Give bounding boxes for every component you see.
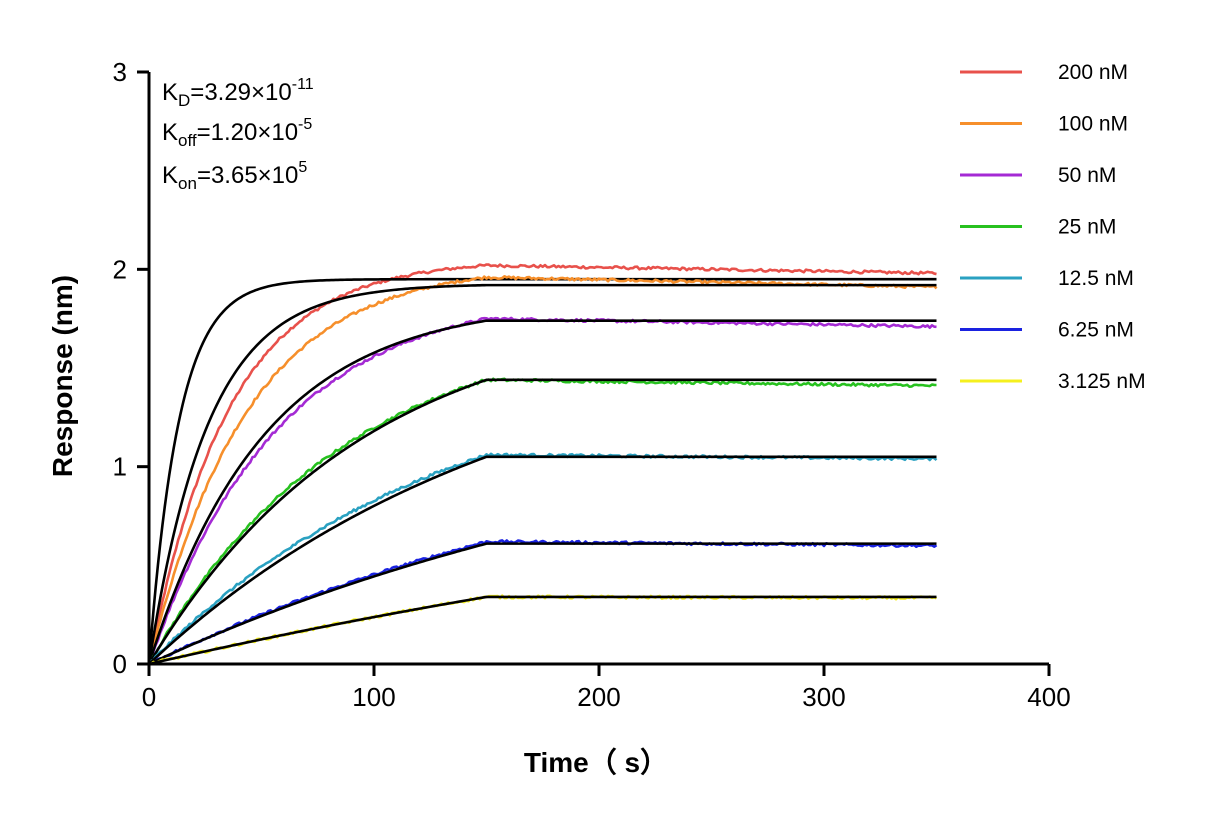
y-tick-label: 2 [113,254,127,284]
axes-layer [147,72,1049,666]
koff-annotation: Koff=1.20×10-5 [162,116,312,150]
legend-label: 12.5 nM [1058,267,1134,290]
legend-label: 100 nM [1058,113,1128,136]
y-tick-label: 3 [113,57,127,87]
kinetic-parameters: KD=3.29×10-11 Koff=1.20×10-5 Kon=3.65×10… [162,76,314,193]
ticks-layer: 0 100 200 300 400 0 1 2 3 [113,57,1071,712]
x-tick-label: 100 [352,682,395,712]
series-line-200-nm [147,263,937,665]
fit-line-12.5-nm [148,455,937,665]
series-line-12.5-nm [147,452,938,665]
fit-line-100-nm [147,283,937,665]
legend: 200 nM 100 nM 50 nM 25 nM 12.5 nM 6.25 nM 3.12… [960,61,1146,393]
y-tick-label: 0 [113,649,127,679]
x-tick-label: 300 [802,682,845,712]
legend-label: 25 nM [1058,216,1116,239]
series-line-25-nm [148,377,937,665]
fit-line-3.125-nm [148,595,937,666]
koff-label: K [162,119,178,146]
series-line-3.125-nm [148,594,938,666]
legend-label: 6.25 nM [1058,319,1134,342]
kon-annotation: Kon=3.65×105 [162,159,307,193]
fit-line-50-nm [147,319,937,665]
legend-label: 200 nM [1058,61,1128,84]
legend-label: 3.125 nM [1058,370,1146,393]
koff-exp: -5 [298,116,312,133]
legend-label: 50 nM [1058,164,1116,187]
series-line-6.25-nm [148,539,938,666]
curves-layer [147,263,938,666]
kon-label: K [162,162,178,189]
kd-annotation: KD=3.29×10-11 [162,76,314,110]
fit-line-6.25-nm [148,542,937,666]
kon-exp: 5 [298,159,307,176]
kon-sub: on [178,174,197,193]
x-axis-title: Time（ s） [524,746,668,778]
y-axis-title: Response (nm) [47,275,78,477]
kon-mantissa: =3.65×10 [197,162,298,189]
kd-mantissa: =3.29×10 [190,79,291,106]
y-tick-label: 1 [113,452,127,482]
kd-exp: -11 [292,76,314,93]
fit-line-25-nm [147,378,937,665]
x-tick-label: 0 [142,682,156,712]
koff-mantissa: =1.20×10 [197,119,298,146]
x-tick-label: 400 [1027,682,1070,712]
x-tick-label: 200 [577,682,620,712]
kd-sub: D [178,91,190,110]
kd-label: K [162,79,178,106]
koff-sub: off [178,131,197,150]
